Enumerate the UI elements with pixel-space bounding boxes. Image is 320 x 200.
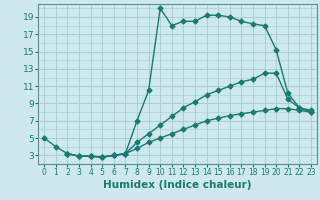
X-axis label: Humidex (Indice chaleur): Humidex (Indice chaleur) xyxy=(103,180,252,190)
